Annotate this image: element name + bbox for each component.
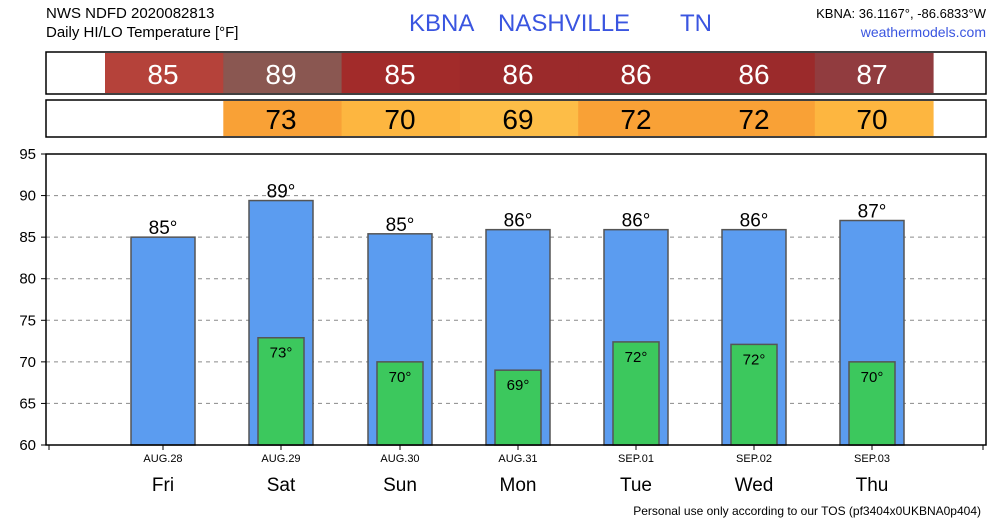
high-strip-cell [459,53,579,93]
low-temp-bar [257,336,305,446]
station-state: TN [680,10,712,37]
high-temp-strip: 85 89 85 86 86 86 87 [45,51,987,95]
x-day-label: Sun [383,475,417,496]
low-strip-cell [223,101,343,136]
low-strip-cell [814,101,934,136]
x-date-label: SEP.02 [736,453,772,465]
y-tick-label: 85 [19,229,36,246]
x-date-label: AUG.28 [143,453,182,465]
low-strip-cell [341,101,461,136]
high-strip-cell [105,53,224,93]
low-temp-label: 73° [270,345,293,362]
y-tick-label: 60 [19,437,36,454]
plot-frame [45,153,987,446]
bars: 85° 89° 85° 86° 86° 86° 87° 73° 70° 69° 72° 72° 70° [130,182,905,446]
low-strip-cell [696,101,816,136]
product-title: NWS NDFD 2020082813 [46,5,214,22]
x-day-label: Wed [735,475,774,496]
low-temp-label: 72° [743,351,766,368]
site-name: weathermodels.com [860,24,986,40]
x-date-label: SEP.01 [618,453,654,465]
high-strip-value: 85 [384,59,415,90]
tos-note: Personal use only according to our TOS (… [633,504,981,518]
low-temp-bar [612,341,660,446]
high-strip-cell [578,53,697,93]
x-date-label: AUG.30 [380,453,419,465]
station-name: NASHVILLE [498,10,630,37]
high-strip-value: 85 [147,59,178,90]
low-temp-label: 70° [389,369,412,386]
low-temp-label: 72° [625,349,648,366]
x-day-label: Fri [152,475,174,496]
product-subtitle: Daily HI/LO Temperature [°F] [46,24,238,41]
x-date-label: AUG.29 [261,453,300,465]
y-axis: 95 90 85 80 75 70 65 60 [19,146,46,454]
x-day-label: Mon [500,475,537,496]
low-strip-value: 72 [738,104,769,135]
station-coords: KBNA: 36.1167°, -86.6833°W [816,6,987,21]
low-temp-bar [494,369,542,446]
high-strip-cell [696,53,816,93]
low-temp-bar [848,361,896,446]
high-temp-label: 86° [622,211,651,232]
high-temp-label: 85° [149,218,178,239]
high-temp-bar [130,236,196,446]
y-tick-label: 80 [19,271,36,288]
low-strip-value: 70 [384,104,415,135]
y-tick-label: 75 [19,312,36,329]
low-strip-value: 73 [265,104,296,135]
y-tick-label: 95 [19,146,36,163]
y-tick-label: 70 [19,354,36,371]
x-day-label: Tue [620,475,652,496]
high-strip-value: 86 [620,59,651,90]
high-strip-value: 89 [265,59,296,90]
high-temp-label: 86° [740,211,769,232]
high-temp-label: 87° [858,202,887,223]
station-id: KBNA [409,10,474,37]
x-date-label: AUG.31 [498,453,537,465]
low-temp-strip: 73 70 69 72 72 70 [45,99,987,138]
high-strip-value: 86 [502,59,533,90]
x-day-label: Thu [856,475,889,496]
high-strip-value: 86 [738,59,769,90]
high-temp-label: 85° [386,215,415,236]
high-temp-label: 86° [504,211,533,232]
low-strip-value: 72 [620,104,651,135]
x-axis: AUG.28 Fri AUG.29 Sat AUG.30 Sun AUG.31 Mon SEP.… [48,445,984,496]
high-strip-cell [223,53,343,93]
high-strip-cell [341,53,461,93]
low-temp-label: 70° [861,369,884,386]
low-temp-label: 69° [507,377,530,394]
low-strip-value: 70 [856,104,887,135]
high-strip-cell [814,53,934,93]
y-tick-label: 65 [19,395,36,412]
low-temp-bar [376,361,424,446]
low-strip-cell [578,101,697,136]
x-date-label: SEP.03 [854,453,890,465]
high-temp-label: 89° [267,182,296,203]
y-tick-label: 90 [19,188,36,205]
low-strip-value: 69 [502,104,533,135]
low-strip-cell [459,101,579,136]
high-strip-value: 87 [856,59,887,90]
x-day-label: Sat [267,475,296,496]
